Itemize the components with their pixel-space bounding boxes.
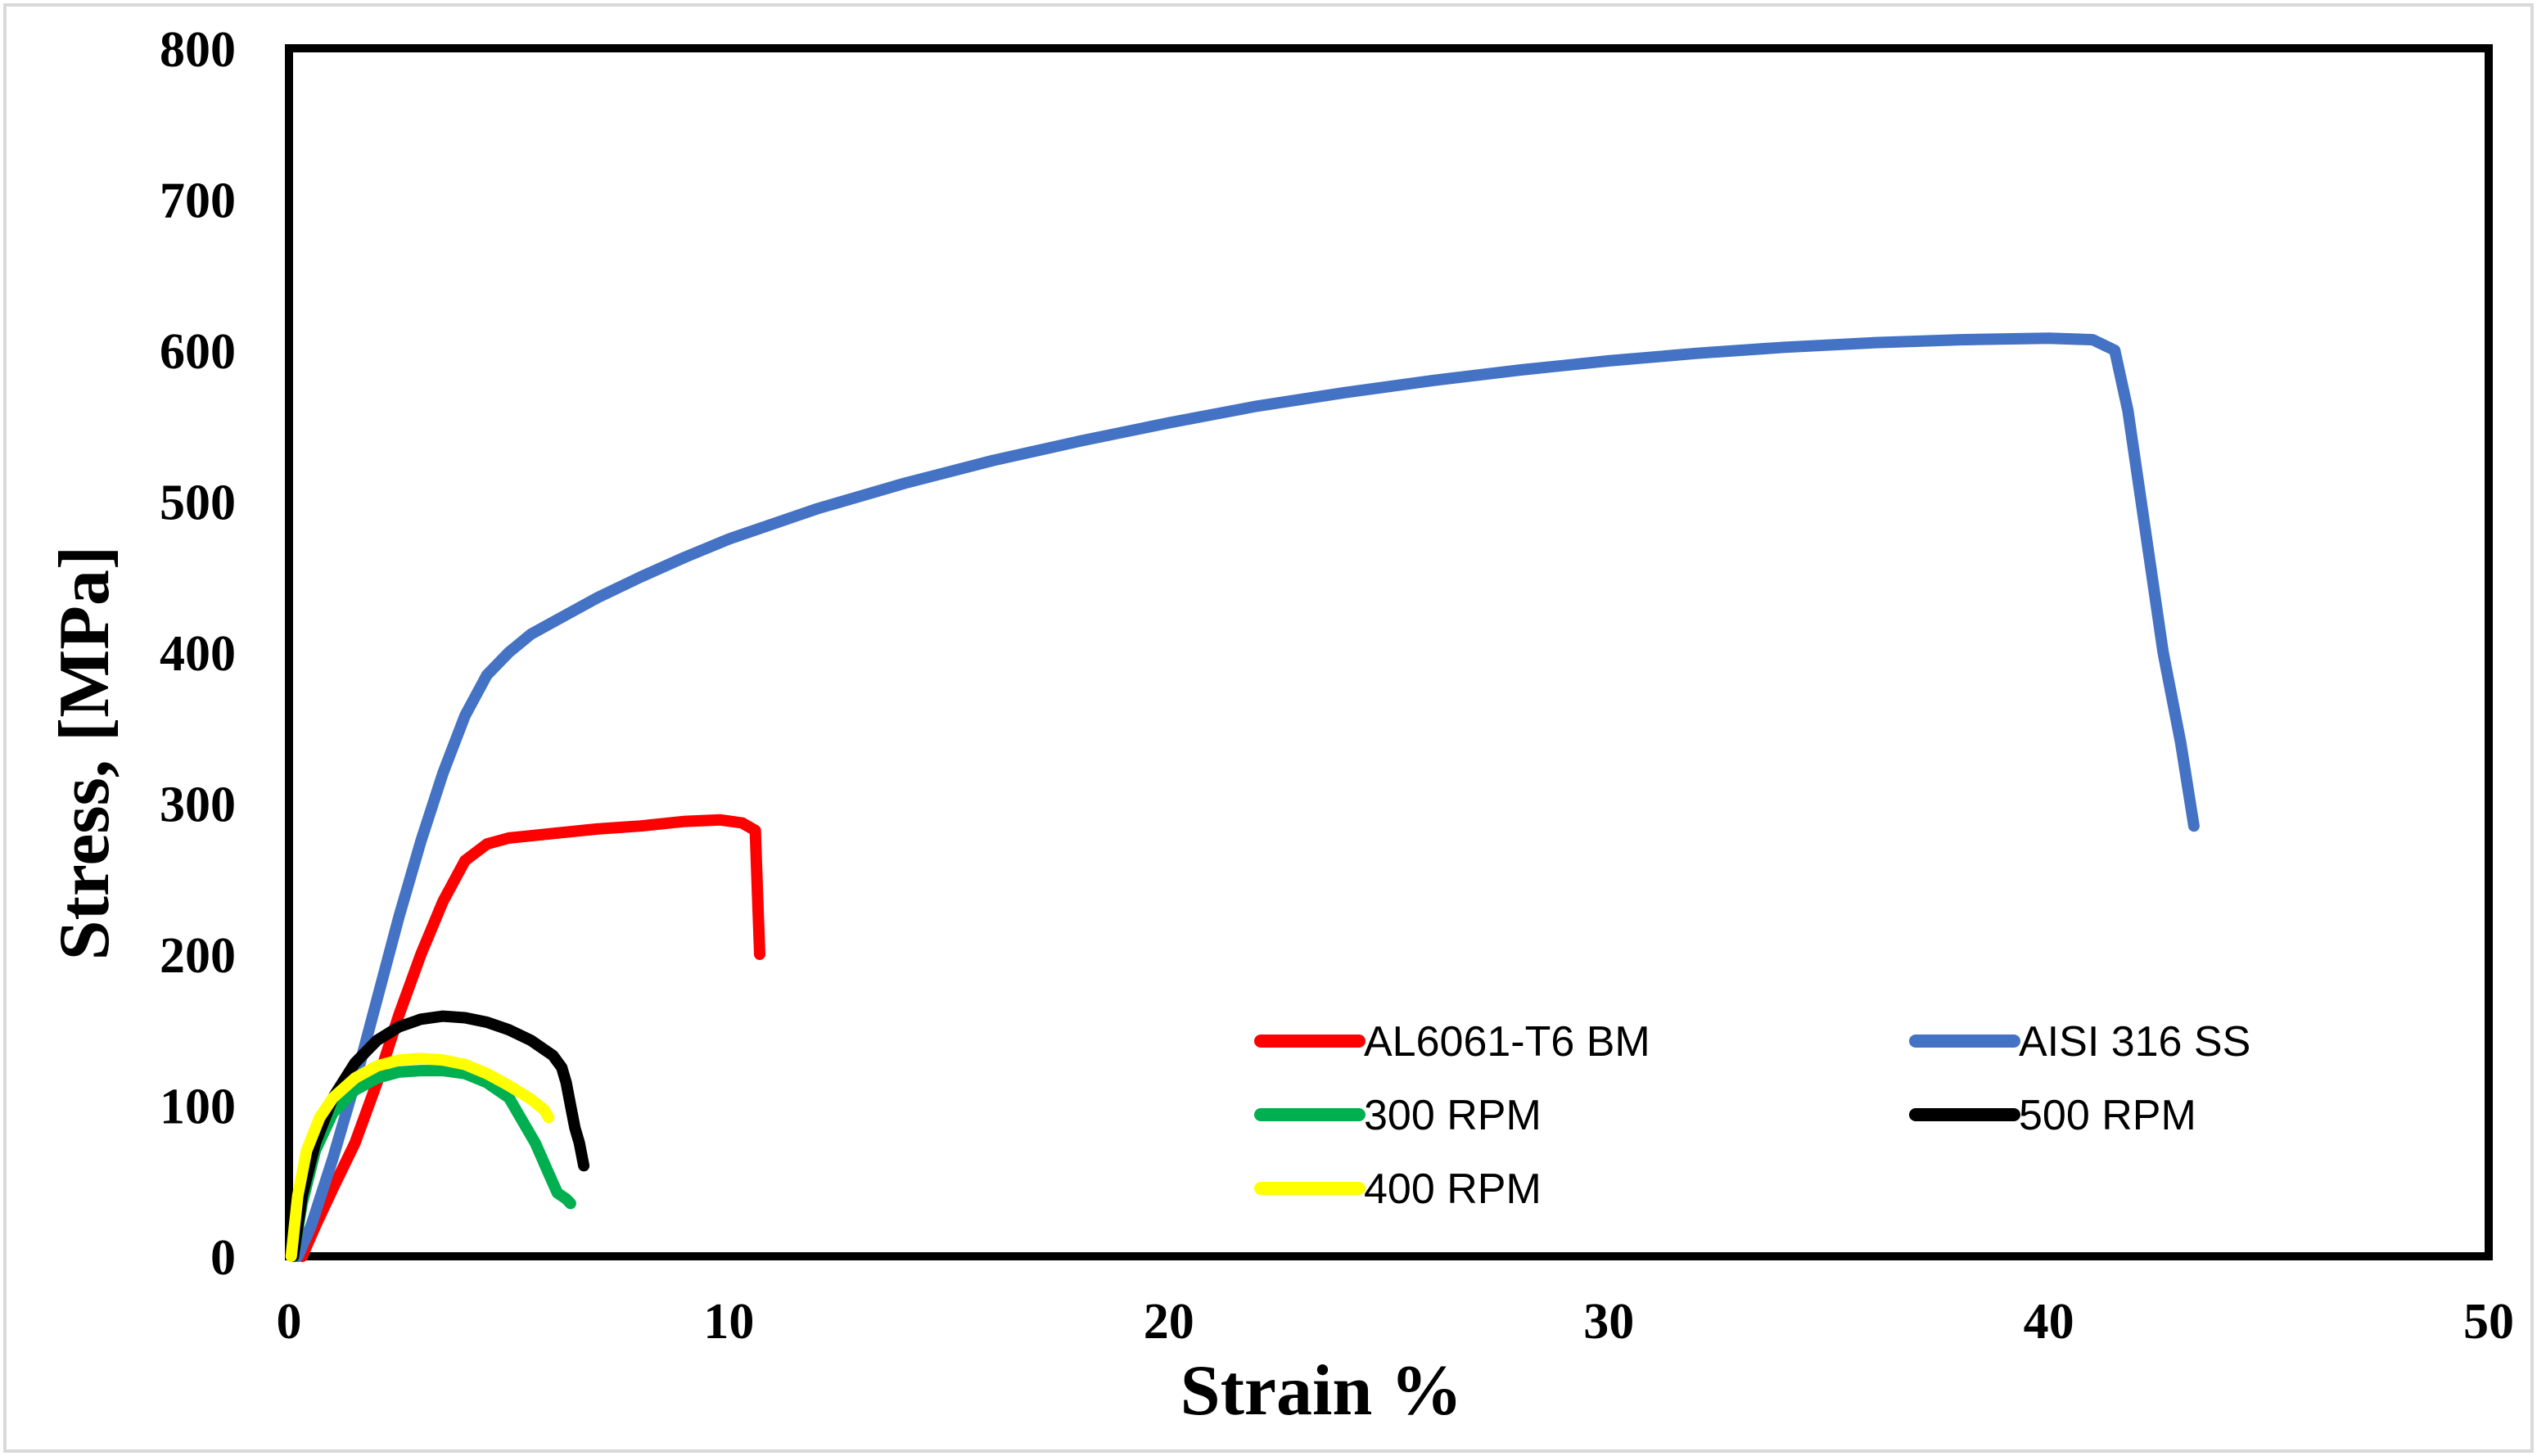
x-tick-label: 10 <box>703 1294 754 1350</box>
legend-label: AISI 316 SS <box>2019 1018 2250 1066</box>
x-tick-label: 50 <box>2463 1294 2514 1350</box>
legend-label: AL6061-T6 BM <box>1364 1018 1650 1066</box>
y-tick-label: 600 <box>160 324 236 380</box>
series-line-4 <box>285 1053 555 1262</box>
y-tick-label: 800 <box>160 22 236 78</box>
y-tick-label: 700 <box>160 174 236 229</box>
y-tick-label: 100 <box>160 1080 236 1135</box>
x-tick-label: 0 <box>277 1294 302 1350</box>
y-tick-label: 400 <box>160 626 236 682</box>
y-tick-label: 200 <box>160 928 236 984</box>
axes-group: 0 100 200 300 400 500 600 700 800 0 10 20 30 40 50 <box>160 22 2514 1350</box>
series-group <box>285 332 2200 1262</box>
legend-label: 500 RPM <box>2019 1092 2196 1139</box>
y-tick-label: 0 <box>210 1230 236 1286</box>
x-tick-label: 20 <box>1144 1294 1194 1350</box>
legend-group: AL6061-T6 BM AISI 316 SS 300 RPM 500 RPM 400… <box>1254 1018 2250 1213</box>
series-line-1 <box>291 332 2200 1262</box>
y-axis-title: Stress, [MPa] <box>45 546 124 961</box>
x-tick-label: 40 <box>2024 1294 2074 1350</box>
y-tick-label: 300 <box>160 778 236 833</box>
x-axis-title: Strain % <box>1180 1351 1463 1431</box>
x-tick-label: 30 <box>1583 1294 1634 1350</box>
legend-label: 300 RPM <box>1364 1092 1542 1139</box>
series-line-0 <box>296 814 765 1262</box>
plot-area-frame <box>285 44 2493 1260</box>
legend-label: 400 RPM <box>1364 1165 1542 1213</box>
y-tick-label: 500 <box>160 476 236 531</box>
chart-outer-border <box>3 3 2534 1453</box>
